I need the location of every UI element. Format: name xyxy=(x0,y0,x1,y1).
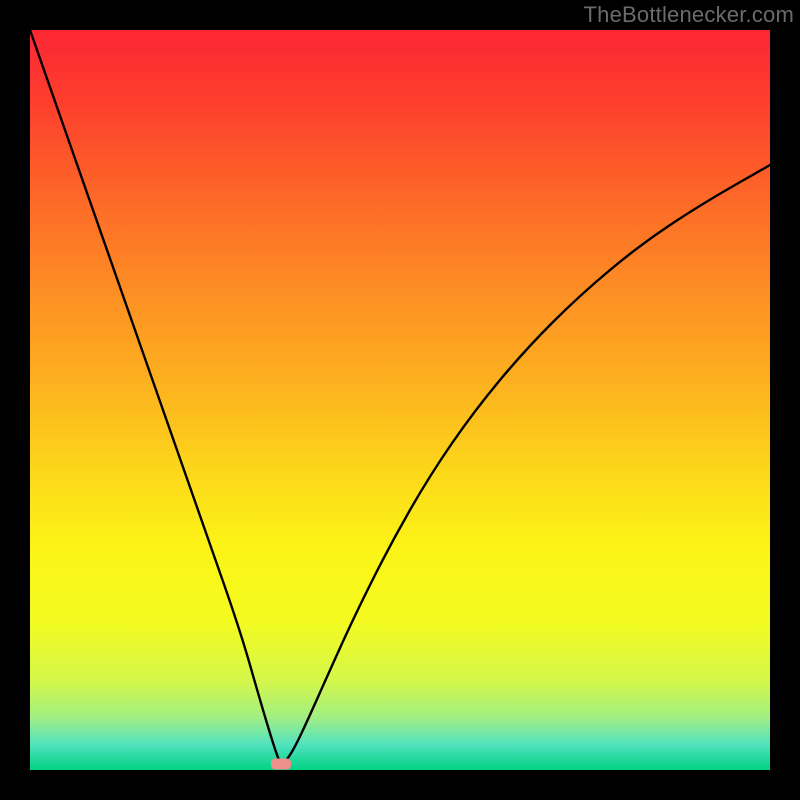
curve-path xyxy=(30,30,770,763)
chart-canvas: TheBottlenecker.com xyxy=(0,0,800,800)
bottleneck-curve xyxy=(30,30,770,770)
vertex-marker xyxy=(271,759,291,770)
plot-area xyxy=(30,30,770,770)
watermark-text: TheBottlenecker.com xyxy=(584,2,794,28)
